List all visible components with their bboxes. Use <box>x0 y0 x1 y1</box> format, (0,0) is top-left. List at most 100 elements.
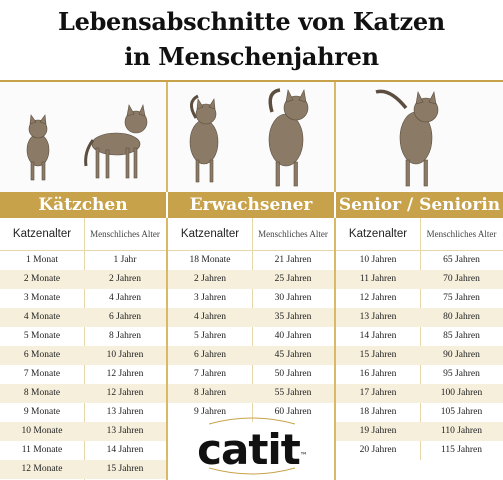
cat-age-cell: 4 Jahren <box>194 312 226 322</box>
table-header: Katzenalter Menschliches Alter <box>168 218 334 251</box>
cat-age-cell: 5 Monate <box>23 331 61 341</box>
table-row: 7 Jahren 50 Jahren <box>168 365 334 384</box>
table-row: 20 Jahren 115 Jahren <box>336 441 503 460</box>
human-age-cell: 21 Jahren <box>274 255 312 265</box>
table-row: 4 Monate 6 Jahren <box>0 308 166 327</box>
human-age-cell: 110 Jahren <box>440 426 483 436</box>
cat-age-cell: 13 Jahren <box>359 312 397 322</box>
human-age-cell: 70 Jahren <box>443 274 480 284</box>
kitten-illustration <box>26 103 148 181</box>
logo-ornament-top <box>209 417 295 425</box>
table-row: 19 Jahren 110 Jahren <box>336 422 503 441</box>
cat-age-cell: 9 Jahren <box>194 407 226 417</box>
table-row: 11 Jahren 70 Jahren <box>336 270 503 289</box>
senior-table: Katzenalter Menschliches Alter 10 Jahren… <box>336 218 503 480</box>
catit-logo: catit™ <box>196 424 308 476</box>
human-age-cell: 4 Jahren <box>109 293 141 303</box>
cat-age-cell: 6 Jahren <box>194 350 226 360</box>
table-row: 11 Monate 14 Jahren <box>0 441 166 460</box>
human-age-cell: 90 Jahren <box>443 350 480 360</box>
table-row: 3 Monate 4 Jahren <box>0 289 166 308</box>
human-age-cell: 13 Jahren <box>106 426 144 436</box>
banner-kitten: Kätzchen <box>0 192 168 218</box>
cat-age-cell: 20 Jahren <box>359 445 397 455</box>
cat-age-cell: 7 Monate <box>23 369 61 379</box>
cat-age-cell: 3 Monate <box>23 293 61 303</box>
table-row: 18 Monate 21 Jahren <box>168 251 334 270</box>
cat-age-cell: 6 Monate <box>23 350 61 360</box>
human-age-cell: 25 Jahren <box>274 274 312 284</box>
col-human-age-header: Menschliches Alter <box>258 228 328 239</box>
table-row: 16 Jahren 95 Jahren <box>336 365 503 384</box>
cat-age-cell: 2 Jahren <box>194 274 226 284</box>
adult-photo <box>168 82 336 192</box>
cat-age-cell: 16 Jahren <box>359 369 397 379</box>
banner-senior: Senior / Seniorin <box>336 192 503 218</box>
human-age-cell: 35 Jahren <box>274 312 312 322</box>
table-row: 2 Jahren 25 Jahren <box>168 270 334 289</box>
kitten-photo <box>0 82 168 192</box>
cat-age-cell: 7 Jahren <box>194 369 226 379</box>
human-age-cell: 60 Jahren <box>274 407 312 417</box>
table-row: 15 Jahren 90 Jahren <box>336 346 503 365</box>
human-age-cell: 8 Jahren <box>109 331 141 341</box>
table-row: 12 Monate 15 Jahren <box>0 460 166 479</box>
title-line-1: Lebensabschnitte von Katzen <box>58 7 445 36</box>
col-human-age-header: Menschliches Alter <box>426 228 497 239</box>
cat-age-cell: 1 Monat <box>26 255 58 265</box>
human-age-cell: 80 Jahren <box>443 312 480 322</box>
human-age-cell: 75 Jahren <box>443 293 480 303</box>
table-row: 6 Jahren 45 Jahren <box>168 346 334 365</box>
col-cat-age-header: Katzenalter <box>12 228 72 240</box>
senior-rows: 10 Jahren 65 Jahren 11 Jahren 70 Jahren 12… <box>336 251 503 460</box>
human-age-cell: 45 Jahren <box>274 350 312 360</box>
human-age-cell: 6 Jahren <box>109 312 141 322</box>
column-divider <box>420 218 421 460</box>
senior-photo <box>336 82 503 192</box>
senior-cat-illustration <box>375 89 439 187</box>
table-row: 4 Jahren 35 Jahren <box>168 308 334 327</box>
cat-age-cell: 4 Monate <box>23 312 61 322</box>
human-age-cell: 65 Jahren <box>443 255 480 265</box>
table-row: 8 Monate 12 Jahren <box>0 384 166 403</box>
human-age-cell: 115 Jahren <box>440 445 483 455</box>
table-row: 9 Jahren 60 Jahren <box>168 403 334 422</box>
human-age-cell: 12 Jahren <box>106 369 144 379</box>
cat-age-cell: 15 Jahren <box>359 350 397 360</box>
table-row: 9 Monate 13 Jahren <box>0 403 166 422</box>
table-row: 1 Monat 1 Jahr <box>0 251 166 270</box>
table-row: 2 Monate 2 Jahren <box>0 270 166 289</box>
table-row: 18 Jahren 105 Jahren <box>336 403 503 422</box>
table-row: 5 Jahren 40 Jahren <box>168 327 334 346</box>
table-header: Katzenalter Menschliches Alter <box>336 218 503 251</box>
table-row: 3 Jahren 30 Jahren <box>168 289 334 308</box>
cat-age-cell: 3 Jahren <box>194 293 226 303</box>
cat-age-cell: 12 Monate <box>21 464 63 474</box>
human-age-cell: 12 Jahren <box>106 388 144 398</box>
table-row: 13 Jahren 80 Jahren <box>336 308 503 327</box>
cat-age-cell: 2 Monate <box>23 274 61 284</box>
table-row: 7 Monate 12 Jahren <box>0 365 166 384</box>
page-title: Lebensabschnitte von Katzen in Menschenj… <box>0 4 503 74</box>
human-age-cell: 1 Jahr <box>113 255 137 265</box>
human-age-cell: 14 Jahren <box>106 445 144 455</box>
adult-rows: 18 Monate 21 Jahren 2 Jahren 25 Jahren 3 J… <box>168 251 334 422</box>
table-row: 6 Monate 10 Jahren <box>0 346 166 365</box>
human-age-cell: 40 Jahren <box>274 331 312 341</box>
col-cat-age-header: Katzenalter <box>348 228 408 240</box>
human-age-cell: 15 Jahren <box>106 464 144 474</box>
title-line-2: in Menschenjahren <box>124 42 379 71</box>
human-age-cell: 95 Jahren <box>443 369 480 379</box>
cat-age-cell: 8 Monate <box>23 388 61 398</box>
table-row: 8 Jahren 55 Jahren <box>168 384 334 403</box>
cat-age-cell: 11 Monate <box>21 445 63 455</box>
col-cat-age-header: Katzenalter <box>180 228 240 240</box>
adult-table: Katzenalter Menschliches Alter 18 Monate… <box>168 218 336 480</box>
human-age-cell: 100 Jahren <box>440 388 483 398</box>
table-row: 17 Jahren 100 Jahren <box>336 384 503 403</box>
kitten-rows: 1 Monat 1 Jahr 2 Monate 2 Jahren 3 Monate 4… <box>0 251 166 479</box>
cat-photo-strip <box>0 82 503 192</box>
logo-trademark: ™ <box>299 451 308 460</box>
cat-age-cell: 12 Jahren <box>359 293 397 303</box>
cat-age-cell: 5 Jahren <box>194 331 226 341</box>
